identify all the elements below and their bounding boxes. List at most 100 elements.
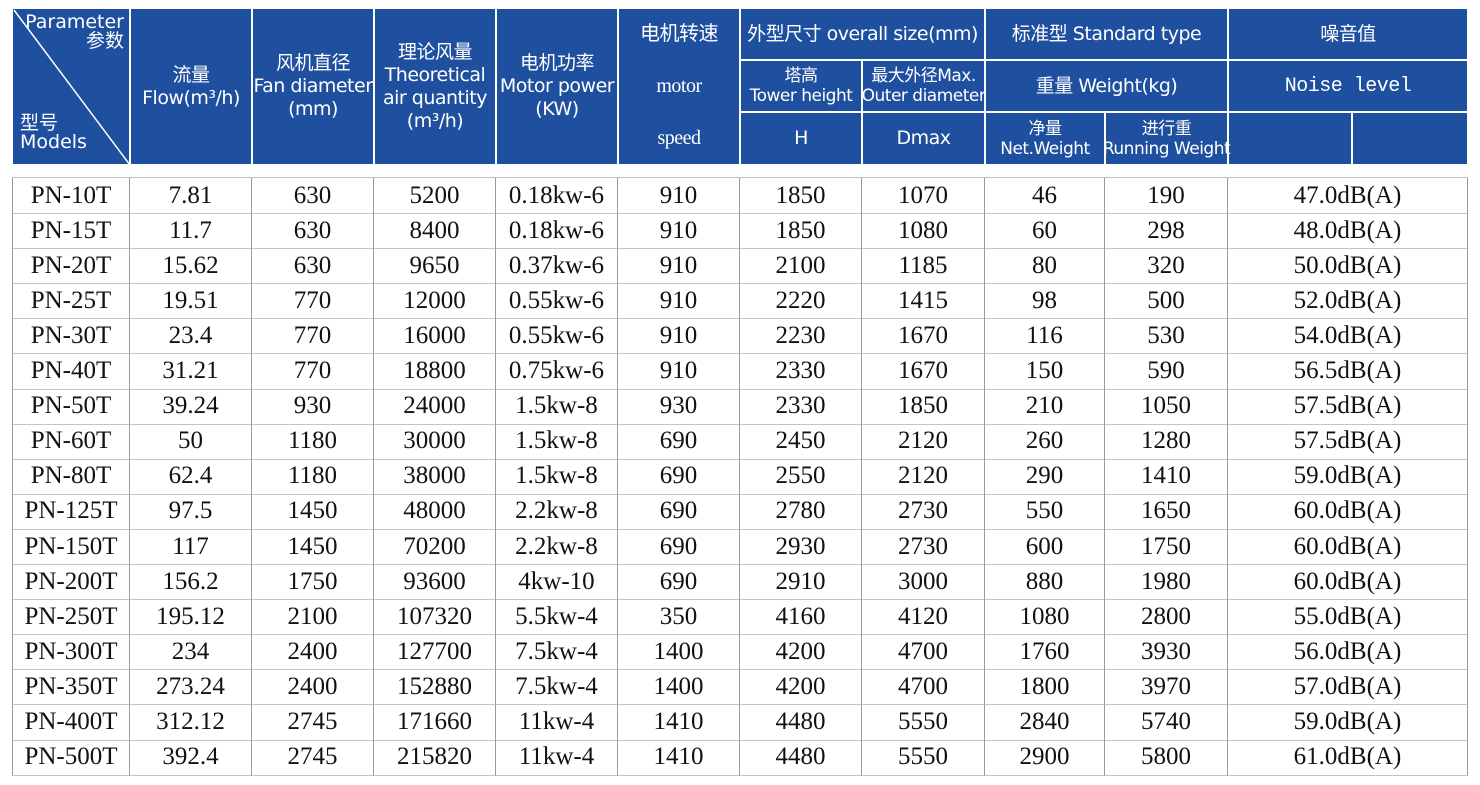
table-cell: PN-200T bbox=[12, 564, 130, 601]
header-text: Fan diameter bbox=[253, 75, 373, 97]
header-text: 最大外径Max. bbox=[871, 66, 976, 86]
table-cell: 1650 bbox=[1105, 493, 1228, 530]
table-cell: 2100 bbox=[252, 599, 374, 636]
table-cell: 50.0dB(A) bbox=[1228, 248, 1468, 285]
table-cell: 116 bbox=[985, 318, 1105, 355]
table-cell: 59.0dB(A) bbox=[1228, 458, 1468, 495]
header-cell: 电机功率 Motor power (KW) bbox=[496, 8, 618, 165]
table-cell: 630 bbox=[252, 178, 374, 215]
table-cell: 56.5dB(A) bbox=[1228, 353, 1468, 390]
table-cell: 2800 bbox=[1105, 599, 1228, 636]
table-cell: 3930 bbox=[1105, 634, 1228, 671]
table-cell: PN-250T bbox=[12, 599, 130, 636]
table-cell: 117 bbox=[130, 529, 252, 566]
table-cell: 1400 bbox=[618, 669, 740, 706]
table-cell: 910 bbox=[618, 318, 740, 355]
table-cell: 5550 bbox=[862, 739, 985, 776]
table-cell: 23.4 bbox=[130, 318, 252, 355]
table-cell: 2730 bbox=[862, 529, 985, 566]
table-cell: PN-20T bbox=[12, 248, 130, 285]
table-cell: 1.5kw-8 bbox=[496, 458, 618, 495]
table-cell: 47.0dB(A) bbox=[1228, 178, 1468, 215]
table-cell: 1.5kw-8 bbox=[496, 423, 618, 460]
table-cell: 234 bbox=[130, 634, 252, 671]
table-cell: 770 bbox=[252, 283, 374, 320]
table-cell: 630 bbox=[252, 213, 374, 250]
table-cell: 690 bbox=[618, 493, 740, 530]
table-cell: 350 bbox=[618, 599, 740, 636]
header-text: (mm) bbox=[288, 98, 338, 120]
table-cell: 48000 bbox=[374, 493, 496, 530]
table-cell: 0.55kw-6 bbox=[496, 283, 618, 320]
table-cell: 210 bbox=[985, 388, 1105, 425]
header-text: 塔高 bbox=[784, 66, 819, 86]
table-cell: 190 bbox=[1105, 178, 1228, 215]
table-cell: 2910 bbox=[740, 564, 862, 601]
table-cell: 48.0dB(A) bbox=[1228, 213, 1468, 250]
header-cell: 净量 Net.Weight bbox=[985, 112, 1105, 165]
table-cell: 57.5dB(A) bbox=[1228, 423, 1468, 460]
table-cell: 9650 bbox=[374, 248, 496, 285]
table-cell: 770 bbox=[252, 353, 374, 390]
table-cell: 2930 bbox=[740, 529, 862, 566]
body-top-rule bbox=[12, 177, 1468, 178]
table-cell: 39.24 bbox=[130, 388, 252, 425]
table-cell: 260 bbox=[985, 423, 1105, 460]
table-cell: 1850 bbox=[740, 178, 862, 215]
table-cell: 1760 bbox=[985, 634, 1105, 671]
table-cell: 1850 bbox=[862, 388, 985, 425]
header-cell: 外型尺寸 overall size(mm) bbox=[740, 8, 985, 60]
table-cell: 1070 bbox=[862, 178, 985, 215]
table-cell: 2550 bbox=[740, 458, 862, 495]
table-cell: 5800 bbox=[1105, 739, 1228, 776]
table-cell: 910 bbox=[618, 248, 740, 285]
header-cell: 理论风量 Theoretical air quantity (m³/h) bbox=[374, 8, 496, 165]
table-cell: 11kw-4 bbox=[496, 704, 618, 741]
table-cell: 550 bbox=[985, 493, 1105, 530]
table-cell: 630 bbox=[252, 248, 374, 285]
header-text: 型号 bbox=[20, 112, 59, 134]
table-cell: PN-15T bbox=[12, 213, 130, 250]
table-cell: 1185 bbox=[862, 248, 985, 285]
header-text: 噪音值 bbox=[1320, 22, 1376, 45]
table-cell: 530 bbox=[1105, 318, 1228, 355]
header-text: (m³/h) bbox=[406, 109, 464, 132]
table-cell: 1080 bbox=[862, 213, 985, 250]
table-cell: 690 bbox=[618, 458, 740, 495]
table-cell: 54.0dB(A) bbox=[1228, 318, 1468, 355]
table-cell: 55.0dB(A) bbox=[1228, 599, 1468, 636]
diagonal-line bbox=[13, 9, 131, 166]
table-cell: 600 bbox=[985, 529, 1105, 566]
table-cell: 62.4 bbox=[130, 458, 252, 495]
table-cell: 2330 bbox=[740, 353, 862, 390]
table-cell: 195.12 bbox=[130, 599, 252, 636]
table-cell: 7.5kw-4 bbox=[496, 669, 618, 706]
table-cell: 56.0dB(A) bbox=[1228, 634, 1468, 671]
table-cell: PN-500T bbox=[12, 739, 130, 776]
header-cell: 标准型 Standard type bbox=[985, 8, 1228, 60]
header-text: Models bbox=[20, 131, 87, 153]
table-cell: 4160 bbox=[740, 599, 862, 636]
table-cell: 0.75kw-6 bbox=[496, 353, 618, 390]
table-cell: 15.62 bbox=[130, 248, 252, 285]
table-cell: 38000 bbox=[374, 458, 496, 495]
header-cell: 重量 Weight(kg) bbox=[985, 60, 1228, 112]
header-cell: 最大外径Max. Outer diameter bbox=[862, 60, 986, 112]
table-cell: 152880 bbox=[374, 669, 496, 706]
table-cell: 2.2kw-8 bbox=[496, 493, 618, 530]
table-cell: 4480 bbox=[740, 739, 862, 776]
table-cell: 4200 bbox=[740, 634, 862, 671]
header-cell: 塔高 Tower height bbox=[740, 60, 862, 112]
table-cell: 5.5kw-4 bbox=[496, 599, 618, 636]
table-cell: 57.0dB(A) bbox=[1228, 669, 1468, 706]
header-text: Theoretical bbox=[384, 63, 486, 86]
table-cell: 0.18kw-6 bbox=[496, 213, 618, 250]
header-cell bbox=[12, 8, 130, 165]
table-cell: 80 bbox=[985, 248, 1105, 285]
table-cell: 1415 bbox=[862, 283, 985, 320]
header-text: 电机功率 bbox=[519, 52, 595, 74]
table-cell: 19.51 bbox=[130, 283, 252, 320]
table-cell: 2450 bbox=[740, 423, 862, 460]
table-cell: 910 bbox=[618, 283, 740, 320]
